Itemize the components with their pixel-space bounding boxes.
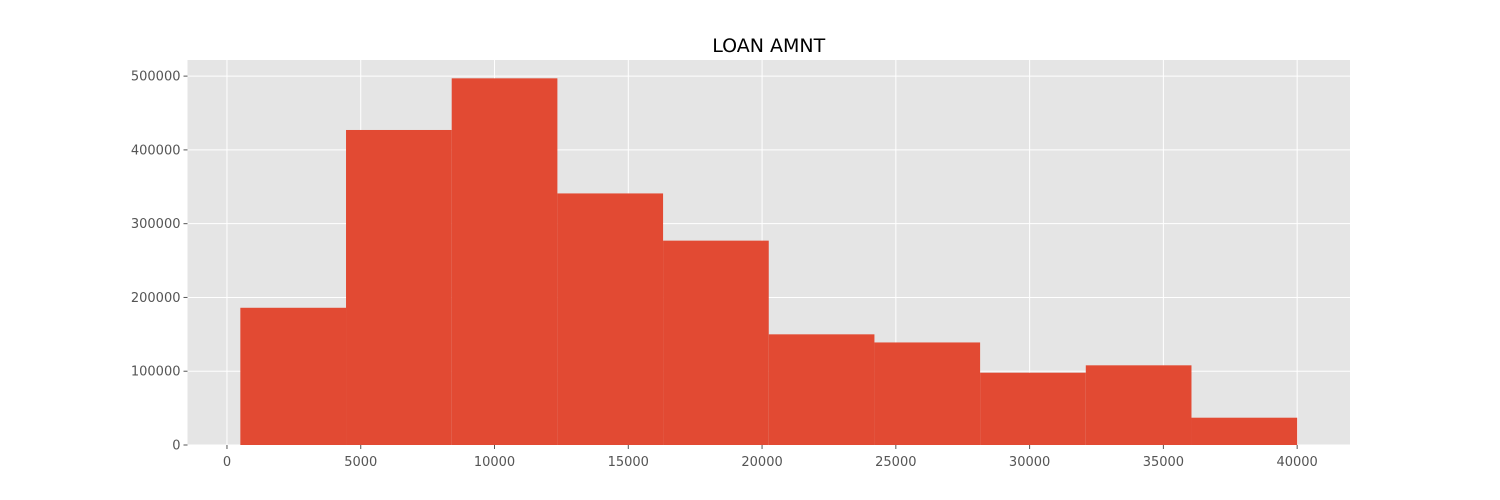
histogram-bar [980,372,1086,445]
histogram-bar [346,129,452,445]
histogram-bar [663,240,769,445]
y-tick-label: 0 [172,439,180,454]
x-tick-label: 25000 [875,455,916,470]
x-tick-label: 30000 [1009,455,1050,470]
histogram-bar [874,342,981,445]
histogram-bar [451,78,558,445]
x-tick-label: 5000 [344,455,377,470]
y-tick-label: 400000 [131,143,181,158]
histogram-bar [240,307,347,445]
x-tick-label: 0 [223,455,231,470]
histogram-bars [240,78,1298,445]
x-tick-label: 15000 [608,455,649,470]
histogram-bar [557,193,664,445]
chart-title: LOAN AMNT [712,35,825,57]
histogram-bar [1085,365,1192,445]
y-axis-ticks: 0 100000 200000 300000 400000 500000 [131,70,188,454]
y-tick-label: 100000 [131,365,181,380]
x-tick-label: 10000 [474,455,515,470]
histogram-bar [1191,417,1298,445]
x-tick-label: 40000 [1276,455,1317,470]
histogram-bar [768,334,875,445]
y-tick-label: 500000 [131,70,181,85]
x-tick-label: 35000 [1143,455,1184,470]
x-axis-ticks: 0 5000 10000 15000 20000 25000 30000 35000 40000 [223,445,1318,470]
x-tick-label: 20000 [741,455,782,470]
y-tick-label: 200000 [131,291,181,306]
y-tick-label: 300000 [131,217,181,232]
